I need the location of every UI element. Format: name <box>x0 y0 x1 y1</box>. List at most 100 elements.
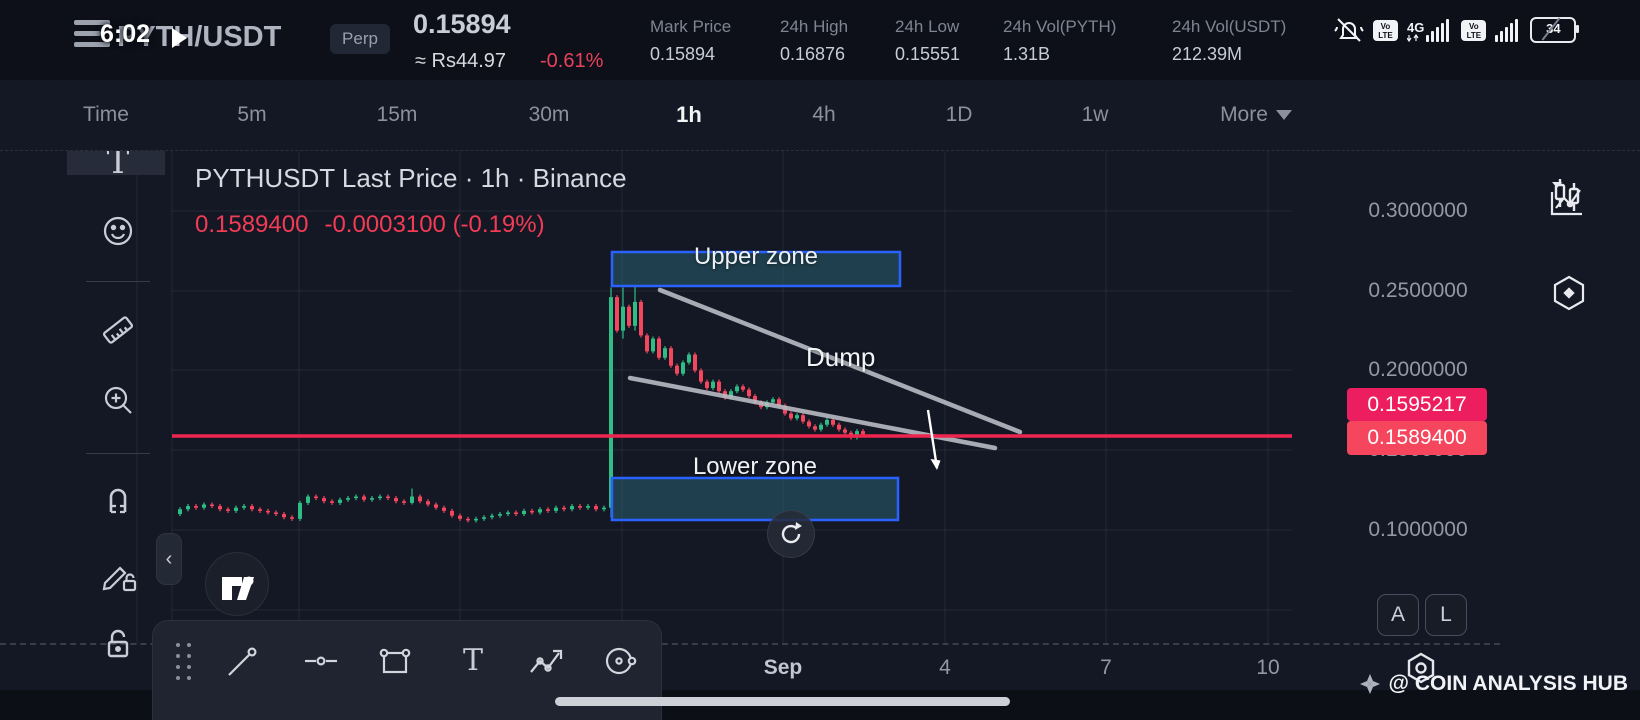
reset-chart-button[interactable] <box>767 510 815 558</box>
stat-label: 24h Low <box>895 17 960 36</box>
chart-legend-title: PYTHUSDT Last Price · 1h · Binance <box>195 163 627 193</box>
magnet-mode-button[interactable] <box>96 478 140 522</box>
chart-style-candles-icon[interactable] <box>1548 177 1584 213</box>
stat-vol-pyth: 24h Vol(PYTH) 1.31B <box>1003 0 1116 65</box>
x-label-sep: Sep <box>763 656 803 679</box>
magnifier-plus-icon <box>104 386 132 414</box>
stat-label: 24h Vol(PYTH) <box>1003 17 1117 36</box>
text-icon: T <box>462 643 483 678</box>
tab-15m[interactable]: 15m <box>376 103 418 126</box>
stat-label: 24h Vol(USDT) <box>1172 17 1287 36</box>
x-label-10: 10 <box>1256 656 1280 679</box>
token-hexagon-icon[interactable] <box>1550 274 1588 312</box>
auto-scale-button[interactable]: A <box>1377 594 1419 636</box>
drag-dots-icon <box>175 642 191 680</box>
battery-icon: 34 <box>1530 17 1580 43</box>
pattern-tool[interactable] <box>525 639 569 683</box>
stat-24h-low: 24h Low 0.15551 <box>895 0 960 65</box>
perp-badge: Perp <box>330 24 390 54</box>
tab-30m[interactable]: 30m <box>528 103 570 126</box>
tab-1w[interactable]: 1w <box>1081 103 1109 126</box>
header-change-percent: -0.61% <box>540 50 604 72</box>
stat-vol-usdt: 24h Vol(USDT) 212.39M <box>1172 0 1286 65</box>
text-tool-icon: T <box>106 142 130 182</box>
timeframe-bar: Time 5m 15m 30m 1h 4h 1D 1w More <box>0 80 1640 211</box>
menu-icon[interactable] <box>74 17 118 51</box>
text-annotation-tool[interactable]: T <box>451 639 495 683</box>
stat-value: 1.31B <box>1003 44 1051 64</box>
tab-time[interactable]: Time <box>83 103 129 126</box>
screen-record-icon <box>172 28 187 48</box>
stat-label: Mark Price <box>650 17 732 36</box>
tradingview-logo[interactable] <box>205 552 269 616</box>
compass-diamond-icon <box>1359 674 1380 694</box>
chevron-left-icon: ‹ <box>165 547 173 570</box>
stat-label: 24h High <box>780 17 849 36</box>
horizontal-line-tool[interactable] <box>299 639 343 683</box>
emoji-tool-button[interactable] <box>96 209 140 253</box>
volte-icon-2: Vo LTE <box>1461 19 1487 41</box>
x-label-4: 4 <box>939 656 951 679</box>
volte-icon: Vo LTE <box>1373 19 1398 41</box>
channel-watermark: @ COIN ANALYSIS HUB <box>1359 672 1628 696</box>
log-scale-button[interactable]: L <box>1425 594 1467 636</box>
lock-all-button[interactable] <box>96 622 140 666</box>
header-fiat-value: ≈ Rs44.97 <box>415 50 507 72</box>
toolbar-drag-handle[interactable] <box>161 639 205 683</box>
stat-value: 0.15551 <box>895 44 961 64</box>
lower-zone-label[interactable]: Lower zone <box>692 453 818 480</box>
ellipse-tool[interactable] <box>599 639 643 683</box>
tab-1d[interactable]: 1D <box>945 103 973 126</box>
upper-zone-label[interactable]: Upper zone <box>693 243 819 270</box>
horizontal-scrollbar[interactable] <box>555 697 1010 706</box>
toolbar-divider <box>86 281 150 282</box>
stat-24h-high: 24h High 0.16876 <box>780 0 848 65</box>
y-label-0.20: 0.2000000 <box>1368 358 1468 381</box>
header-bar: PYTH/USDT 6:02 Perp 0.15894 ≈ Rs44.97 -0… <box>0 0 1640 80</box>
tab-more[interactable]: More <box>1196 80 1316 150</box>
mute-bell-icon <box>1334 17 1364 43</box>
signal-bars-icon <box>1495 18 1521 42</box>
rectangle-icon <box>379 648 411 674</box>
more-label: More <box>1220 103 1268 126</box>
tab-1h[interactable]: 1h <box>676 102 702 127</box>
tab-4h[interactable]: 4h <box>812 103 836 126</box>
legend-change: -0.0003100 (-0.19%) <box>324 211 545 238</box>
toolbar-divider <box>86 453 150 454</box>
refresh-icon <box>781 522 802 544</box>
chart-legend-price-row: 0.1589400 -0.0003100 (-0.19%) <box>195 211 561 239</box>
tab-5m[interactable]: 5m <box>237 103 267 126</box>
magnet-icon <box>109 488 127 514</box>
smiley-icon <box>103 216 133 246</box>
y-label-0.10: 0.1000000 <box>1368 518 1468 541</box>
legend-price: 0.1589400 <box>195 211 309 238</box>
measure-tool-button[interactable] <box>96 308 140 352</box>
pencil-lock-icon <box>102 566 137 592</box>
circle-icon <box>605 647 637 675</box>
price-badge-mark: 0.1595217 <box>1347 388 1487 421</box>
stat-value: 0.16876 <box>780 44 846 64</box>
text-tool-button[interactable]: T <box>96 140 140 184</box>
horizontal-line-icon <box>305 656 337 666</box>
pair-title[interactable]: PYTH/USDT <box>117 21 282 53</box>
network-4g-signal-icon: 4G <box>1407 18 1452 42</box>
rectangle-tool[interactable] <box>373 639 417 683</box>
unlock-icon <box>107 629 129 658</box>
time-axis-separator <box>0 643 1500 645</box>
trend-line-tool[interactable] <box>221 639 265 683</box>
ruler-icon <box>102 316 134 344</box>
header-last-price: 0.15894 <box>413 9 511 39</box>
settings-hexnut-icon[interactable] <box>1399 648 1443 692</box>
y-label-0.25: 0.2500000 <box>1368 279 1468 302</box>
chevron-down-icon <box>1275 110 1292 121</box>
dump-annotation[interactable]: Dump <box>806 342 876 372</box>
y-label-0.30: 0.3000000 <box>1368 199 1468 222</box>
zoom-in-tool-button[interactable] <box>96 378 140 422</box>
trend-line-icon <box>228 647 257 676</box>
phone-status-icons: Vo LTE 4G Vo LTE 34 <box>1334 17 1580 43</box>
watermark-text: @ COIN ANALYSIS HUB <box>1388 672 1628 695</box>
collapse-toolbar-handle[interactable]: ‹ <box>156 533 182 585</box>
drawing-lock-button[interactable] <box>96 552 140 596</box>
